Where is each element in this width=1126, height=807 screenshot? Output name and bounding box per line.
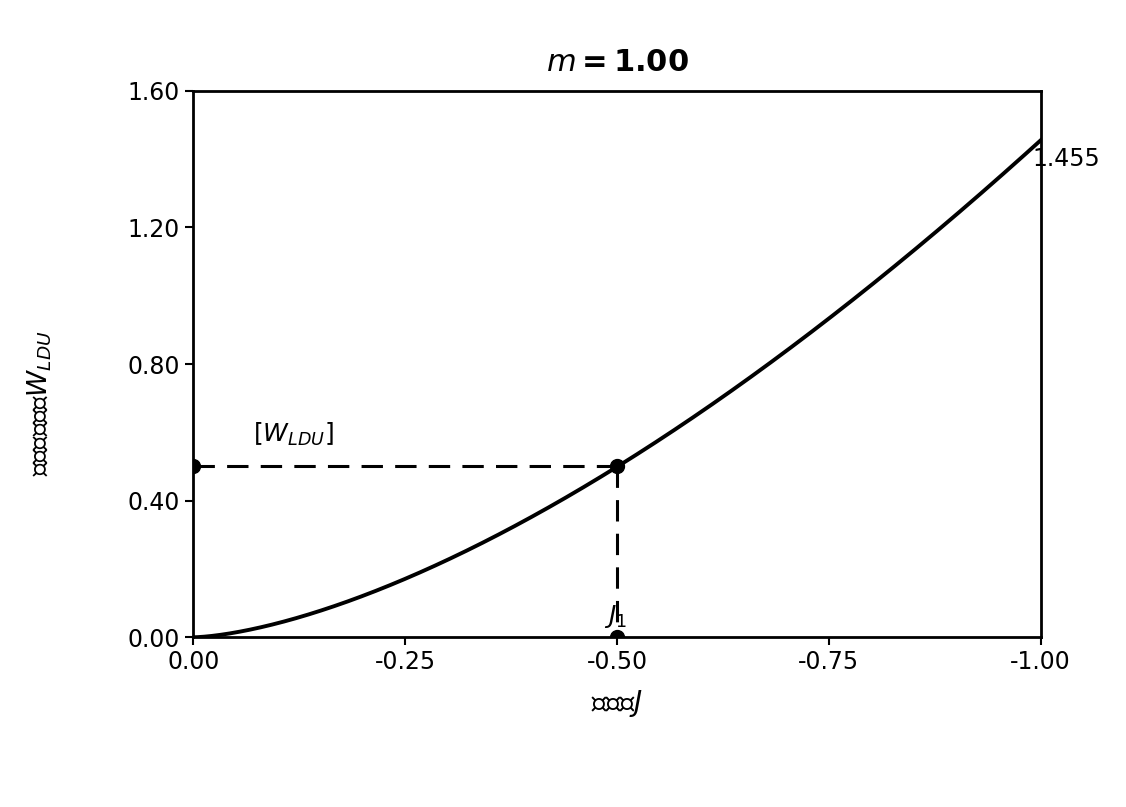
Text: $J_1$: $J_1$ [605, 604, 627, 630]
Point [185, 460, 203, 473]
Point [608, 460, 626, 473]
Text: 管长设计叄数$W_{LDU}$: 管长设计叄数$W_{LDU}$ [25, 331, 54, 476]
X-axis label: 坡降比$J$: 坡降比$J$ [591, 688, 643, 719]
Text: 1.455: 1.455 [1033, 147, 1100, 171]
Title: $\mathit{m}$$\mathbf{=1.00}$: $\mathit{m}$$\mathbf{=1.00}$ [545, 48, 688, 78]
Text: $[W_{LDU}]$: $[W_{LDU}]$ [252, 420, 333, 448]
Point [608, 631, 626, 644]
